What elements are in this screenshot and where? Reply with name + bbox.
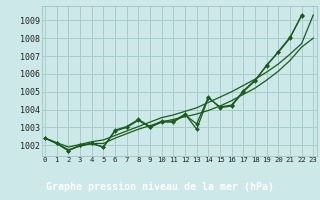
Text: Graphe pression niveau de la mer (hPa): Graphe pression niveau de la mer (hPa) [46,181,274,192]
